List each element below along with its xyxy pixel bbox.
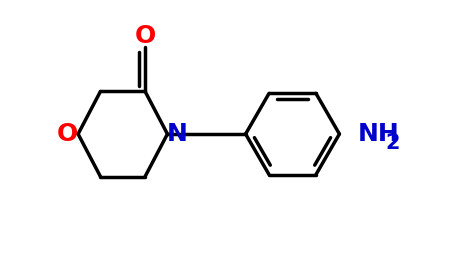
Text: N: N xyxy=(167,122,188,146)
Text: NH: NH xyxy=(357,122,399,146)
Text: 2: 2 xyxy=(385,133,400,153)
Text: O: O xyxy=(56,122,78,146)
Text: O: O xyxy=(134,24,156,48)
